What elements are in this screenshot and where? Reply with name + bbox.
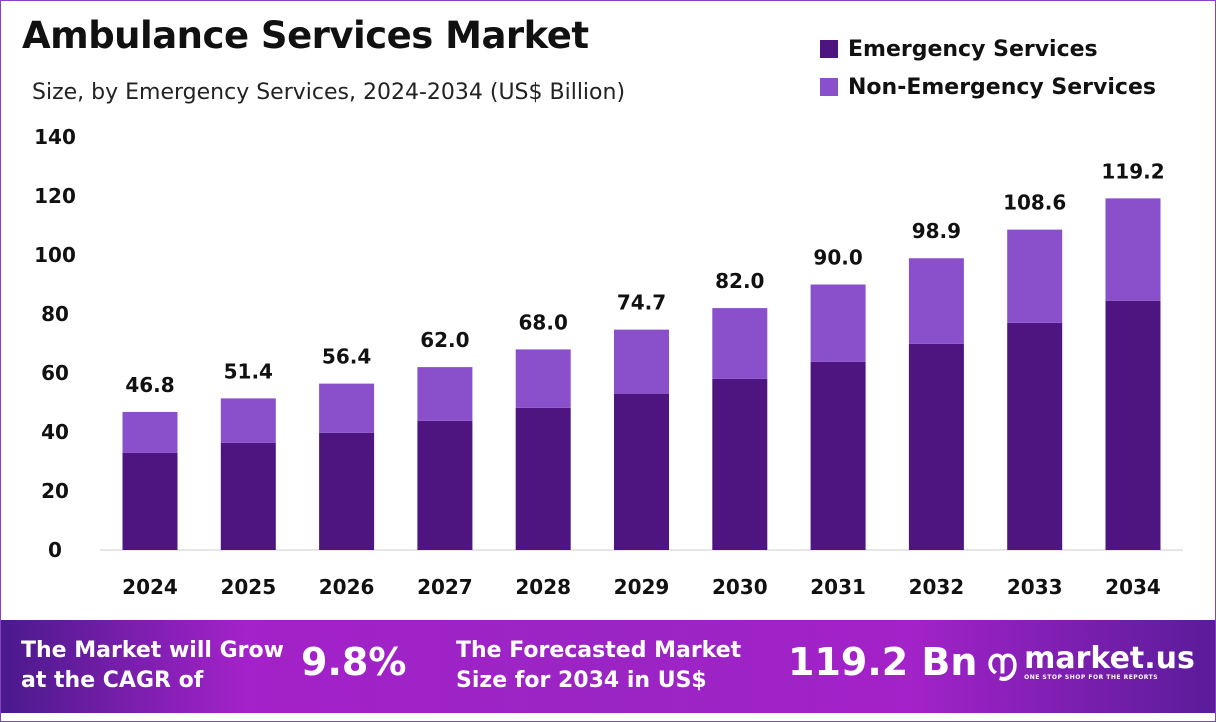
bar-segment-non-emergency [515,349,571,408]
bar-segment-emergency [614,393,669,550]
x-tick-label: 2027 [417,575,473,599]
x-tick-label: 2030 [712,575,768,599]
bar-segment-emergency [810,361,866,550]
bar-segment-emergency [122,452,178,550]
forecast-value: 119.2 Bn [788,640,978,684]
cagr-value: 9.8% [301,640,407,684]
bar-segment-non-emergency [1007,229,1063,323]
data-label: 51.4 [224,359,273,383]
x-tick-label: 2024 [122,575,178,599]
bar-segment-non-emergency [417,367,473,421]
x-tick-label: 2028 [515,575,571,599]
market-us-logo: ൱ market.us ONE STOP SHOP FOR THE REPORTS [986,642,1195,682]
data-label: 108.6 [1003,191,1066,215]
bar-segment-emergency [220,442,276,550]
x-tick-label: 2032 [909,575,965,599]
y-tick-label: 0 [48,538,62,562]
bar-segment-emergency [417,420,473,550]
bar-segment-non-emergency [122,411,178,453]
x-tick-label: 2025 [220,575,276,599]
cagr-label: The Market will Grow at the CAGR of [21,636,284,696]
bar-segment-emergency [712,378,768,550]
legend-label: Emergency Services [848,36,1098,62]
data-label: 119.2 [1101,159,1164,183]
chart-subtitle: Size, by Emergency Services, 2024-2034 (… [32,80,626,105]
cagr-label-line: The Market will Grow [21,638,284,663]
y-tick-label: 40 [41,420,69,444]
logo-icon: ൱ [986,642,1017,682]
y-tick-label: 100 [34,243,76,267]
bar-segment-non-emergency [1105,198,1161,301]
bar-segment-emergency [1105,300,1161,550]
legend-swatch [820,78,838,96]
bar-segment-non-emergency [220,398,276,443]
x-tick-label: 2029 [614,575,670,599]
data-label: 90.0 [813,246,862,270]
summary-banner: The Market will Grow at the CAGR of 9.8% … [1,620,1215,713]
bar-segment-emergency [908,343,964,550]
y-tick-label: 140 [34,125,76,149]
forecast-label-line: The Forecasted Market [456,638,742,663]
legend-label: Non-Emergency Services [848,74,1156,100]
bar-segment-non-emergency [712,308,768,379]
bar-segment-emergency [1007,322,1063,550]
logo-name: market.us [1024,640,1195,676]
x-tick-label: 2033 [1007,575,1063,599]
data-label: 62.0 [420,328,469,352]
legend-item-non-emergency: Non-Emergency Services [820,68,1156,106]
y-tick-label: 80 [41,302,69,326]
data-label: 74.7 [617,291,666,315]
chart-title: Ambulance Services Market [22,14,589,57]
chart-plot: 0 20 40 60 80 100 120 140 46.8 2024 51.4 2025 56.4 20… [34,125,1183,599]
legend-item-emergency: Emergency Services [820,30,1156,68]
bar-segment-emergency [319,432,375,550]
cagr-label-line: at the CAGR of [21,668,204,693]
bar-segment-non-emergency [810,284,866,362]
x-tick-label: 2031 [810,575,866,599]
data-label: 56.4 [322,345,371,369]
y-tick-label: 120 [34,184,76,208]
bar-segment-non-emergency [614,329,669,394]
data-label: 82.0 [715,269,764,293]
x-tick-label: 2034 [1105,575,1161,599]
legend-swatch [820,40,838,58]
y-tick-label: 20 [41,479,69,503]
logo-tagline: ONE STOP SHOP FOR THE REPORTS [1024,673,1159,681]
y-tick-label: 60 [41,361,69,385]
bar-segment-emergency [515,407,571,550]
data-label: 68.0 [519,310,568,334]
legend: Emergency Services Non-Emergency Service… [820,30,1156,106]
bar-segment-non-emergency [908,258,964,344]
x-tick-label: 2026 [319,575,375,599]
data-label: 98.9 [912,219,961,243]
data-label: 46.8 [125,373,174,397]
forecast-label: The Forecasted Market Size for 2034 in US… [456,636,741,696]
bar-segment-non-emergency [319,383,375,433]
forecast-label-line: Size for 2034 in US$ [456,668,707,693]
